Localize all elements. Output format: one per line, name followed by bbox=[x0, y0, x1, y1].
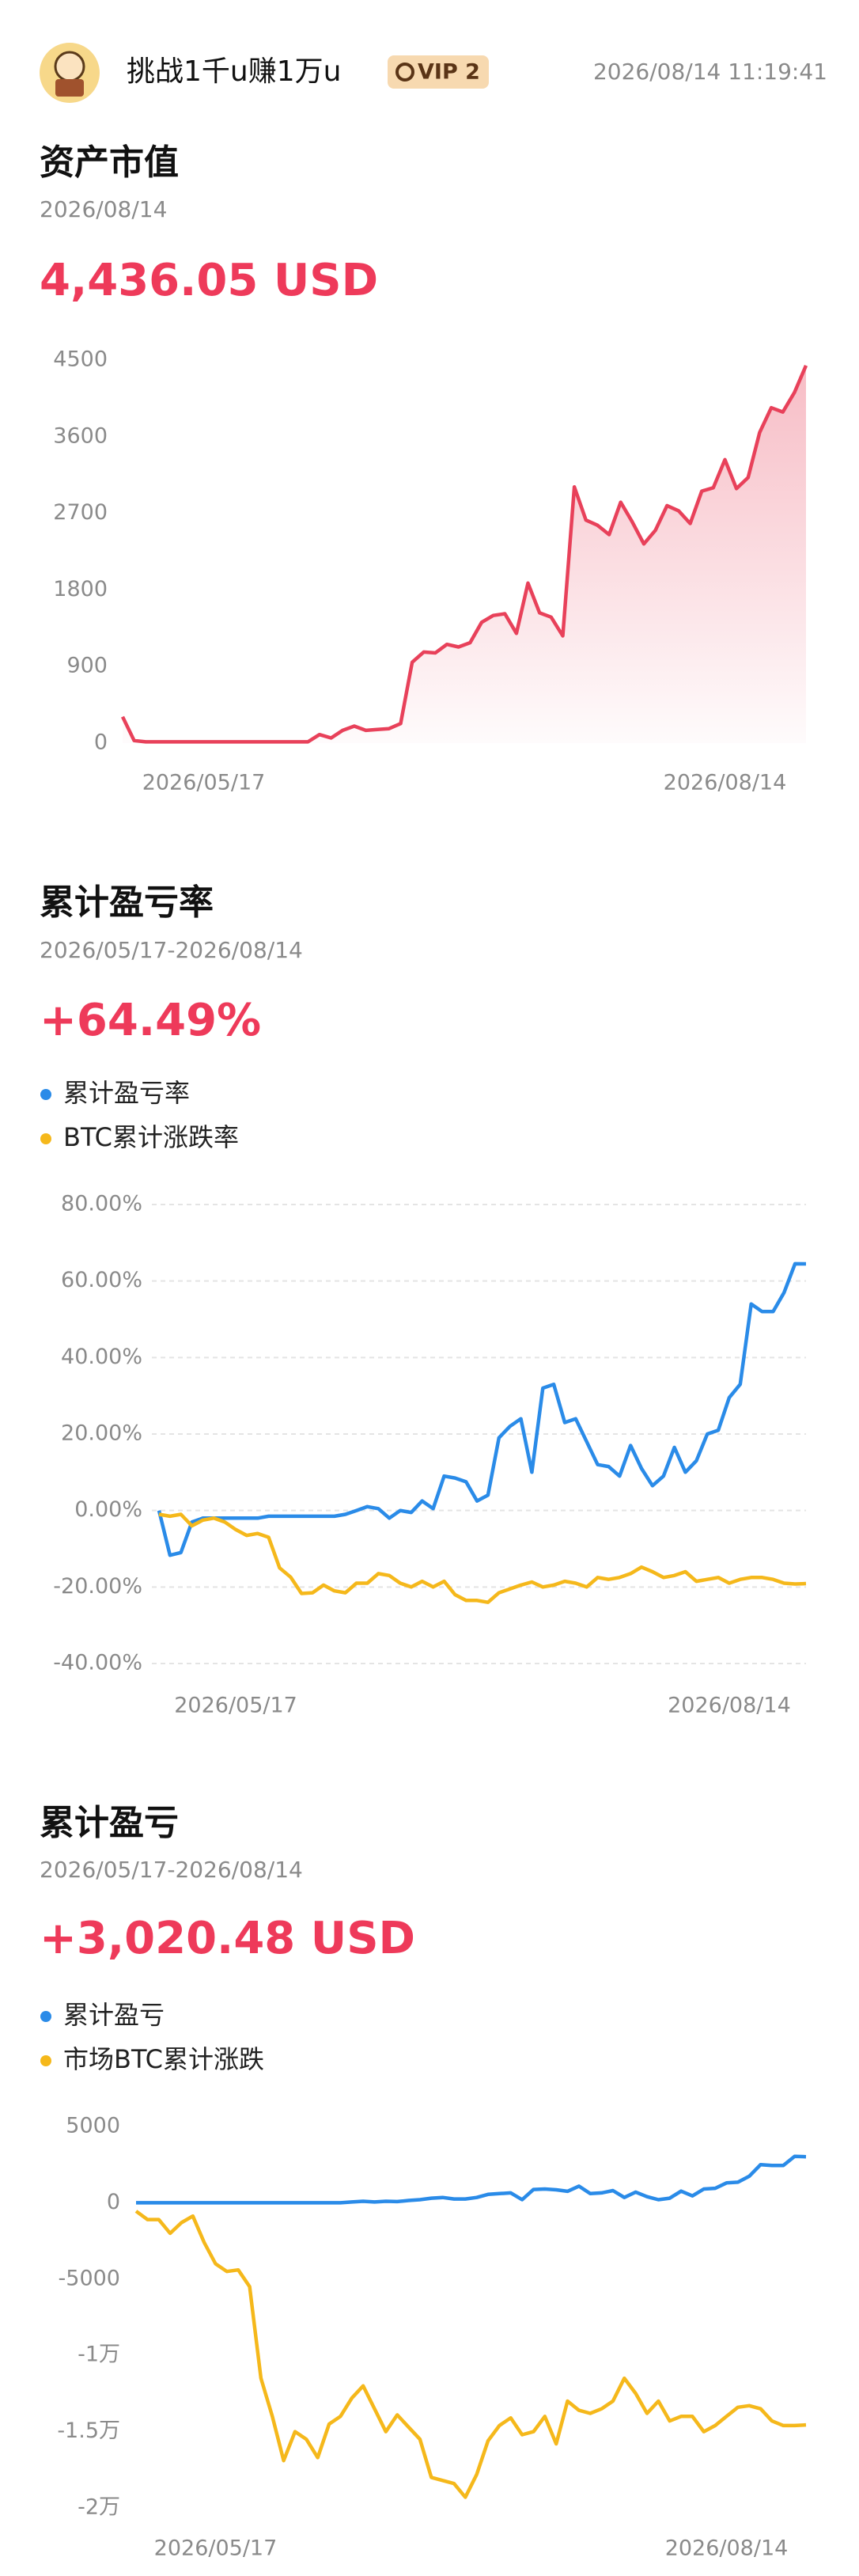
legend-dot bbox=[40, 1133, 51, 1144]
y-tick-label: 3600 bbox=[53, 423, 108, 448]
x-tick-label: 2026/05/17 bbox=[142, 771, 266, 795]
y-tick-label: 0 bbox=[94, 730, 108, 755]
section-subtitle: 2026/05/17-2026/08/14 bbox=[40, 1857, 303, 1883]
y-tick-label: -1.5万 bbox=[57, 2419, 120, 2443]
area-fill bbox=[123, 365, 806, 743]
section-title: 累计盈亏率 bbox=[40, 882, 214, 923]
x-tick-label: 2026/08/14 bbox=[668, 1694, 791, 1718]
headline-value: +64.49% bbox=[40, 995, 261, 1046]
y-tick-label: 4500 bbox=[53, 347, 108, 372]
avatar[interactable] bbox=[40, 43, 100, 103]
legend-dot bbox=[40, 1089, 51, 1100]
timestamp: 2026/08/14 11:19:41 bbox=[593, 59, 827, 85]
line bbox=[134, 2210, 807, 2499]
y-tick-label: 900 bbox=[66, 654, 108, 678]
y-tick-label: 60.00% bbox=[61, 1268, 142, 1292]
legend-dot bbox=[40, 2011, 51, 2022]
y-tick-label: -40.00% bbox=[53, 1651, 142, 1675]
headline-value: +3,020.48 USD bbox=[40, 1913, 415, 1964]
vip-badge: VIP 2 bbox=[388, 55, 489, 89]
section-title: 资产市值 bbox=[40, 142, 179, 183]
legend-label: 累计盈亏 bbox=[63, 2000, 165, 2030]
y-tick-label: -5000 bbox=[59, 2266, 120, 2290]
line bbox=[158, 1512, 807, 1604]
y-tick-label: 2700 bbox=[53, 500, 108, 525]
line bbox=[157, 1261, 807, 1557]
legend-label: BTC累计涨跌率 bbox=[63, 1122, 239, 1152]
section-title: 累计盈亏 bbox=[40, 1803, 179, 1843]
vip-label: VIP 2 bbox=[418, 60, 480, 85]
y-tick-label: 0.00% bbox=[74, 1497, 142, 1522]
y-tick-label: 5000 bbox=[66, 2114, 120, 2138]
section-subtitle: 2026/05/17-2026/08/14 bbox=[40, 937, 303, 963]
y-tick-label: -1万 bbox=[78, 2343, 120, 2367]
username: 挑战1千u赚1万u bbox=[127, 55, 341, 88]
line bbox=[136, 2154, 807, 2205]
x-tick-label: 2026/05/17 bbox=[154, 2536, 278, 2561]
legend-dot bbox=[40, 2055, 51, 2066]
legend-label: 累计盈亏率 bbox=[63, 1078, 190, 1108]
line bbox=[120, 365, 808, 744]
y-tick-label: -20.00% bbox=[53, 1574, 142, 1599]
legend-label: 市场BTC累计涨跌 bbox=[63, 2044, 264, 2074]
y-tick-label: 20.00% bbox=[61, 1421, 142, 1446]
x-tick-label: 2026/05/17 bbox=[174, 1694, 297, 1718]
x-tick-label: 2026/08/14 bbox=[665, 2536, 789, 2561]
section-subtitle: 2026/08/14 bbox=[40, 196, 167, 222]
y-tick-label: 80.00% bbox=[61, 1192, 142, 1216]
y-tick-label: 1800 bbox=[53, 577, 108, 601]
y-tick-label: 0 bbox=[107, 2190, 120, 2214]
y-tick-label: -2万 bbox=[78, 2495, 120, 2520]
headline-value: 4,436.05 USD bbox=[40, 255, 378, 306]
y-tick-label: 40.00% bbox=[61, 1345, 142, 1369]
x-tick-label: 2026/08/14 bbox=[664, 771, 787, 795]
